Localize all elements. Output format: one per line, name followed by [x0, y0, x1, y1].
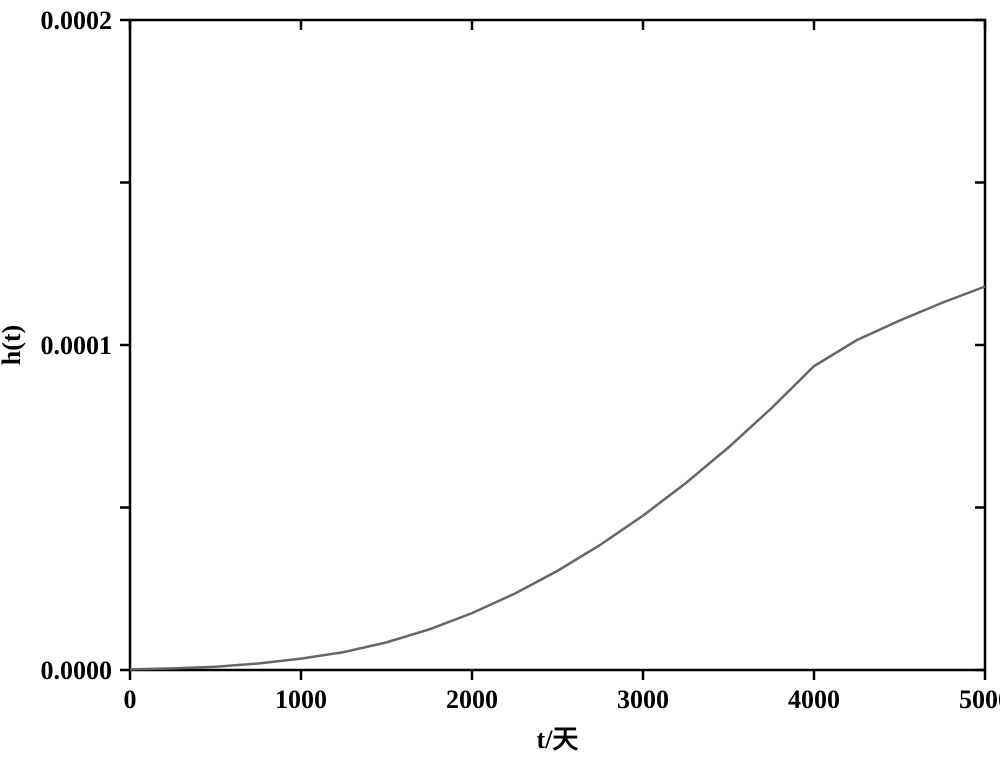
x-tick-label: 0: [124, 685, 137, 714]
chart-container: 0 1000 2000 3000 4000 5000 0.0000 0.0001 0.0002 t…: [0, 0, 1000, 766]
x-axis-label: t/天: [537, 725, 579, 754]
line-chart: 0 1000 2000 3000 4000 5000 0.0000 0.0001 0.0002 t…: [0, 0, 1000, 766]
data-curve: [130, 287, 985, 670]
x-tick-label: 3000: [617, 685, 669, 714]
x-tick-label: 1000: [275, 685, 327, 714]
x-tick-label: 2000: [446, 685, 498, 714]
y-tick-label: 0.0002: [41, 6, 113, 35]
y-tick-label: 0.0001: [41, 331, 113, 360]
y-tick-label: 0.0000: [41, 656, 113, 685]
plot-border: [130, 20, 985, 670]
y-axis-label: h(t): [0, 325, 26, 365]
x-tick-label: 5000: [959, 685, 1000, 714]
x-tick-label: 4000: [788, 685, 840, 714]
